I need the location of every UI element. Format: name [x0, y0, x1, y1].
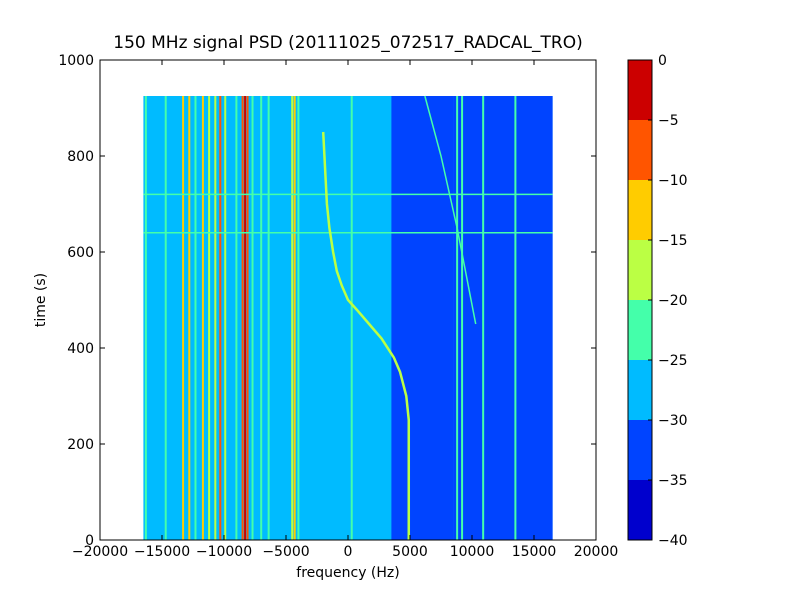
colorbar-tick-label: −30 [658, 413, 688, 429]
drift-curve [321, 131, 411, 540]
heatmap-region [453, 96, 553, 540]
x-tick-label: 5000 [392, 544, 428, 560]
x-tick-label: 10000 [450, 544, 495, 560]
x-tick-label: −20000 [72, 544, 128, 560]
y-tick-label: 600 [67, 245, 94, 261]
colorbar-tick-label: −10 [658, 173, 688, 189]
x-tick-label: 20000 [574, 544, 619, 560]
colorbar-cell [628, 480, 652, 540]
colorbar-cell [628, 180, 652, 240]
heatmap-region [391, 96, 454, 540]
plot-area: −20000 −15000 −10000 −5000 0 5000 10000 15000 20… [58, 53, 618, 560]
colorbar-cell [628, 300, 652, 360]
colorbar-cell [628, 60, 652, 120]
colorbar-cell [628, 240, 652, 300]
y-tick-label: 200 [67, 437, 94, 453]
y-tick-label: 0 [85, 533, 94, 549]
colorbar-tick-label: 0 [658, 53, 667, 69]
colorbar-tick-label: −40 [658, 533, 688, 549]
colorbar-cells [628, 60, 652, 540]
colorbar-ticks: −40 −35 −30 −25 −20 −15 −10 −5 0 [648, 53, 688, 549]
y-tick-label: 400 [67, 341, 94, 357]
y-axis-label: time (s) [33, 273, 49, 327]
y-axis-ticks: 0 200 400 600 800 1000 [58, 53, 596, 549]
colorbar-cell [628, 360, 652, 420]
drift-curve-secondary [424, 95, 477, 325]
x-axis-label: frequency (Hz) [296, 565, 399, 581]
colorbar: −40 −35 −30 −25 −20 −15 −10 −5 0 [627, 53, 688, 549]
x-tick-label: 0 [344, 544, 353, 560]
colorbar-tick-label: −20 [658, 293, 688, 309]
y-tick-label: 800 [67, 149, 94, 165]
colorbar-cell [628, 420, 652, 480]
colorbar-tick-label: −15 [658, 233, 688, 249]
x-axis-ticks: −20000 −15000 −10000 −5000 0 5000 10000 15000 20… [72, 60, 618, 560]
colorbar-cell [628, 120, 652, 180]
heatmap-layer [143, 95, 553, 540]
chart-title: 150 MHz signal PSD (20111025_072517_RADC… [113, 33, 582, 53]
colorbar-tick-label: −25 [658, 353, 688, 369]
colorbar-tick-label: −35 [658, 473, 688, 489]
x-tick-label: −10000 [196, 544, 252, 560]
x-tick-label: −15000 [134, 544, 190, 560]
x-tick-label: 15000 [512, 544, 557, 560]
colorbar-tick-label: −5 [658, 113, 679, 129]
y-tick-label: 1000 [58, 53, 94, 69]
x-tick-label: −5000 [262, 544, 309, 560]
